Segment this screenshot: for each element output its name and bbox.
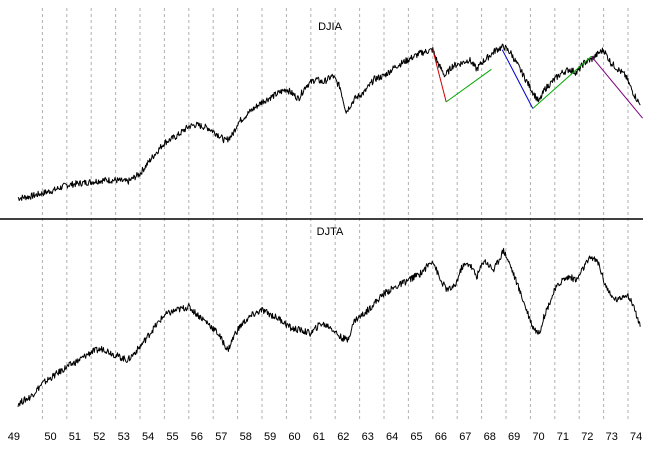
- x-tick-label: 53: [118, 431, 130, 443]
- x-tick-label: 71: [557, 431, 569, 443]
- x-tick-label: 72: [581, 431, 593, 443]
- x-tick-label: 51: [69, 431, 81, 443]
- x-tick-label: 52: [93, 431, 105, 443]
- x-tick-label: 66: [435, 431, 447, 443]
- x-tick-label: 64: [386, 431, 398, 443]
- x-tick-label: 60: [288, 431, 300, 443]
- djia-trend-line-3: [501, 49, 534, 109]
- x-tick-label: 70: [532, 431, 544, 443]
- x-tick-label: 63: [362, 431, 374, 443]
- x-tick-label: 58: [240, 431, 252, 443]
- djia-panel-title: DJIA: [318, 21, 343, 33]
- grid-layer: [41, 8, 629, 420]
- x-tick-label: 62: [337, 431, 349, 443]
- x-tick-label: 50: [44, 431, 56, 443]
- djta-panel: [17, 247, 641, 407]
- x-tick-label: 61: [313, 431, 325, 443]
- djta-price-line: [17, 247, 641, 407]
- x-tick-label: 49: [8, 431, 20, 443]
- x-tick-label: 73: [606, 431, 618, 443]
- x-tick-label: 65: [410, 431, 422, 443]
- x-tick-label: 68: [484, 431, 496, 443]
- x-tick-label: 59: [264, 431, 276, 443]
- x-tick-label: 55: [166, 431, 178, 443]
- djia-trend-line-2: [445, 68, 492, 103]
- x-tick-label: 57: [215, 431, 227, 443]
- x-tick-label: 69: [508, 431, 520, 443]
- djia-panel: [17, 43, 643, 201]
- x-tick-label: 54: [142, 431, 154, 443]
- djta-panel-title: DJTA: [317, 226, 344, 238]
- djia-trend-line-4: [532, 55, 592, 109]
- x-tick-label: 74: [630, 431, 642, 443]
- djia-trend-line-1: [432, 49, 447, 103]
- x-axis-labels: 49 50 51 52 53 54 55 56 57 58 59 60 61 62 63 64 65 66 67 68…: [8, 431, 643, 443]
- djia-price-line: [17, 43, 641, 201]
- djia-trend-line-5: [591, 55, 643, 119]
- x-tick-label: 56: [191, 431, 203, 443]
- x-tick-label: 67: [459, 431, 471, 443]
